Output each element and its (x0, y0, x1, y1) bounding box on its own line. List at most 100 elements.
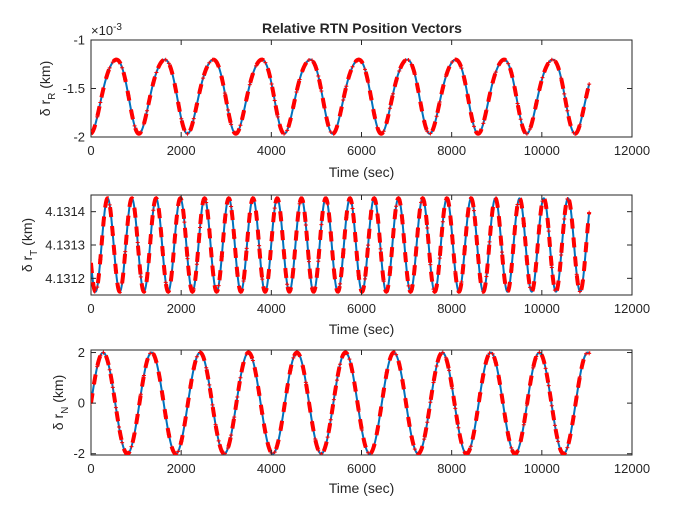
marker (484, 274, 489, 279)
series-layer-normal (91, 350, 592, 455)
marker (499, 250, 504, 255)
x-tick-label: 10000 (524, 461, 560, 476)
marker (306, 400, 311, 405)
marker (157, 63, 162, 68)
marker (440, 85, 445, 90)
marker (580, 277, 585, 282)
marker (366, 243, 371, 248)
marker (443, 355, 448, 360)
marker (204, 200, 209, 205)
marker (219, 75, 224, 80)
marker (204, 66, 209, 71)
marker (229, 433, 234, 438)
marker (518, 117, 523, 122)
marker (496, 214, 501, 219)
marker (278, 126, 283, 131)
marker (459, 441, 464, 446)
marker (571, 414, 576, 419)
marker (397, 197, 402, 202)
marker (91, 261, 93, 266)
marker (303, 380, 308, 385)
marker (431, 125, 436, 130)
marker (328, 129, 333, 134)
ticks-along-track: 0 2000 4000 6000 8000 10000 12000 4.1312 4.1313 4… (45, 195, 650, 316)
marker (241, 360, 246, 365)
marker (518, 198, 523, 203)
marker (229, 122, 234, 127)
marker (157, 213, 162, 218)
marker (210, 57, 215, 62)
marker (132, 431, 137, 436)
y-axis-label-radial: δ rR (km) (37, 61, 58, 116)
marker (92, 286, 97, 291)
marker (288, 118, 293, 123)
marker (300, 363, 305, 368)
marker (372, 196, 377, 201)
marker (138, 392, 143, 397)
marker (282, 131, 287, 136)
marker (126, 214, 131, 219)
marker (316, 448, 321, 453)
marker (285, 128, 290, 133)
marker (104, 74, 109, 79)
marker (157, 374, 162, 379)
marker (378, 131, 383, 136)
marker (471, 208, 476, 213)
marker (194, 102, 199, 107)
x-tick-label: 4000 (257, 301, 286, 316)
marker (313, 285, 318, 290)
marker (257, 391, 262, 396)
marker (163, 57, 168, 62)
marker (235, 271, 240, 276)
marker (465, 213, 470, 218)
marker (428, 400, 433, 405)
marker (98, 353, 103, 358)
marker (197, 225, 202, 230)
marker (91, 131, 93, 136)
marker (556, 282, 561, 287)
marker (391, 235, 396, 240)
marker (207, 60, 212, 65)
marker (549, 265, 554, 270)
marker (503, 415, 508, 420)
marker (437, 256, 442, 261)
marker (213, 287, 218, 292)
y-tick-label: 2 (78, 345, 85, 360)
marker (546, 60, 551, 65)
series-line-estimate (91, 350, 591, 455)
marker (462, 248, 467, 253)
marker (571, 237, 576, 242)
marker (213, 58, 218, 63)
marker (316, 259, 321, 264)
marker (568, 205, 573, 210)
marker (521, 422, 526, 427)
marker (138, 130, 143, 135)
marker (123, 249, 128, 254)
marker (587, 82, 592, 87)
marker (294, 90, 299, 95)
marker (353, 388, 358, 393)
marker (425, 226, 430, 231)
marker (338, 362, 343, 367)
x-axis-label-radial: Time (sec) (329, 164, 395, 180)
marker (98, 100, 103, 105)
x-tick-label: 4000 (257, 143, 286, 158)
marker (515, 101, 520, 106)
marker (456, 289, 461, 294)
marker (528, 285, 533, 290)
marker (375, 125, 380, 130)
y-tick-label: 4.1312 (45, 271, 85, 286)
marker (580, 360, 585, 365)
marker (275, 441, 280, 446)
marker (182, 127, 187, 132)
marker (197, 350, 202, 355)
x-tick-label: 6000 (347, 301, 376, 316)
marker (110, 60, 115, 65)
marker (113, 405, 118, 410)
marker (428, 131, 433, 136)
marker (141, 121, 146, 126)
marker (319, 88, 324, 93)
marker (92, 381, 97, 386)
marker (524, 402, 529, 407)
marker (490, 351, 495, 356)
